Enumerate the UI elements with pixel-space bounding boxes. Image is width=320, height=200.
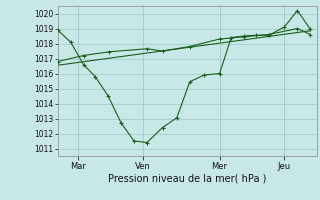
- X-axis label: Pression niveau de la mer( hPa ): Pression niveau de la mer( hPa ): [108, 173, 266, 183]
